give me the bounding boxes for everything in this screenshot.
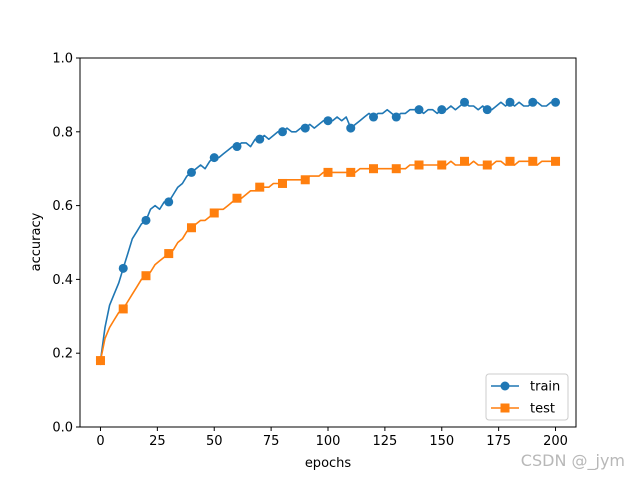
- watermark-text: CSDN @_jym: [521, 451, 625, 471]
- x-tick-label: 50: [206, 434, 223, 449]
- legend-train-label: train: [530, 380, 560, 395]
- data-point-train: [391, 112, 401, 122]
- data-point-test: [141, 271, 151, 281]
- data-point-test: [95, 356, 105, 366]
- x-tick-label: 0: [96, 434, 104, 449]
- data-point-test: [255, 182, 265, 192]
- data-point-test: [505, 156, 515, 166]
- data-point-test: [369, 164, 379, 174]
- data-point-train: [277, 127, 287, 137]
- y-tick-label: 1.0: [52, 52, 73, 67]
- data-point-test: [551, 156, 561, 166]
- x-axis: 0 25 50 75 100 125 150 175 200: [96, 427, 568, 449]
- series-line-test: [99, 160, 556, 361]
- x-tick-label: 200: [543, 434, 568, 449]
- data-point-test: [323, 167, 333, 177]
- data-point-test: [346, 167, 356, 177]
- data-point-test: [277, 178, 287, 188]
- data-point-test: [209, 208, 219, 218]
- legend-test-label: test: [530, 402, 555, 417]
- y-tick-label: 0.2: [52, 347, 73, 362]
- data-point-test: [164, 249, 174, 259]
- x-tick-label: 150: [429, 434, 454, 449]
- data-point-train: [505, 97, 515, 107]
- data-point-train: [346, 123, 356, 133]
- data-point-test: [186, 223, 196, 233]
- plot-area-frame: [79, 57, 577, 428]
- data-point-train: [460, 97, 470, 107]
- data-point-train: [323, 116, 333, 126]
- data-point-test: [437, 160, 447, 170]
- data-point-train: [255, 134, 265, 144]
- data-point-test: [118, 304, 128, 314]
- legend-test-marker-icon: [500, 403, 510, 413]
- x-tick-label: 175: [486, 434, 511, 449]
- series-layer: [95, 97, 561, 366]
- x-tick-label: 125: [372, 434, 397, 449]
- x-tick-label: 75: [263, 434, 280, 449]
- data-point-train: [209, 153, 219, 163]
- data-point-test: [528, 156, 538, 166]
- data-point-train: [186, 167, 196, 177]
- x-tick-label: 100: [316, 434, 341, 449]
- y-tick-label: 0.6: [52, 199, 73, 214]
- data-point-train: [118, 263, 128, 273]
- data-point-train: [437, 105, 447, 115]
- data-point-train: [482, 105, 492, 115]
- x-tick-label: 25: [149, 434, 166, 449]
- data-point-train: [414, 105, 424, 115]
- data-point-test: [482, 160, 492, 170]
- y-tick-label: 0.8: [52, 125, 73, 140]
- data-point-train: [164, 197, 174, 207]
- data-point-train: [369, 112, 379, 122]
- y-axis-label: accuracy: [29, 212, 44, 271]
- data-point-train: [300, 123, 310, 133]
- series-line-train: [99, 101, 556, 361]
- data-point-train: [232, 142, 242, 152]
- data-point-test: [300, 175, 310, 185]
- legend: train test: [485, 373, 569, 421]
- legend-train-marker-icon: [500, 381, 510, 391]
- data-point-test: [414, 160, 424, 170]
- data-point-train: [141, 215, 151, 225]
- data-point-test: [232, 193, 242, 203]
- data-point-train: [551, 97, 561, 107]
- y-tick-label: 0.0: [52, 421, 73, 436]
- y-tick-label: 0.4: [52, 273, 73, 288]
- data-point-test: [391, 164, 401, 174]
- data-point-test: [460, 156, 470, 166]
- y-axis: 0.0 0.2 0.4 0.6 0.8 1.0: [52, 52, 80, 436]
- x-axis-label: epochs: [305, 456, 352, 471]
- data-point-train: [528, 97, 538, 107]
